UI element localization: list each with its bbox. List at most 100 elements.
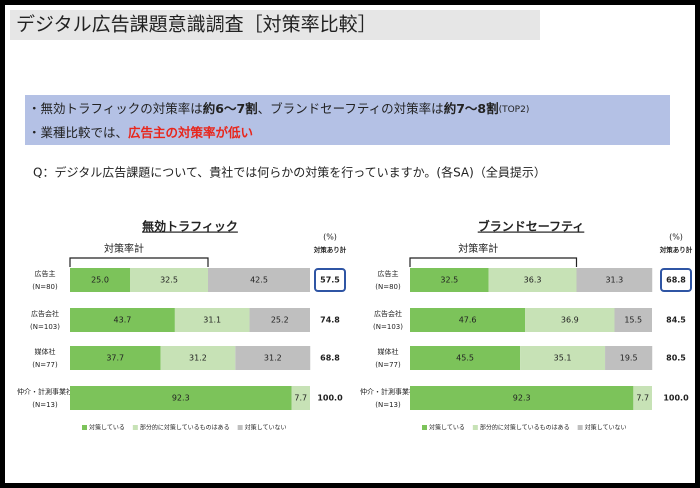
- bar-segment: [291, 386, 310, 410]
- bar-label: 31.2: [189, 354, 207, 363]
- bar-segment: [410, 308, 526, 332]
- bar-label: 15.5: [624, 316, 642, 325]
- category-label: 広告会社: [374, 309, 402, 318]
- legend-swatch: [577, 425, 583, 430]
- bar-segment: [249, 308, 310, 332]
- legend-swatch: [237, 425, 243, 430]
- bar-label: 42.5: [250, 276, 268, 285]
- unit-label: (%): [669, 233, 683, 242]
- bar-segment: [70, 308, 175, 332]
- n-label: (N=103): [373, 323, 403, 331]
- bar-segment: [633, 386, 652, 410]
- bar-segment: [410, 346, 521, 370]
- chart-title: ブランドセーフティ: [478, 219, 585, 234]
- bar-segment: [235, 346, 311, 370]
- total-highlight: [660, 268, 692, 292]
- bar-label: 7.7: [636, 394, 649, 403]
- bar-segment: [70, 346, 161, 370]
- bracket: [69, 257, 209, 267]
- title: デジタル広告課題意識調査［対策率比較］: [16, 14, 377, 36]
- category-label: 仲介・計測事業社: [360, 387, 416, 396]
- n-label: (N=103): [30, 323, 60, 331]
- bar-label: 47.6: [459, 316, 477, 325]
- bar-label: 45.5: [456, 354, 474, 363]
- total-label: 80.5: [666, 354, 686, 363]
- total-highlight: [314, 268, 346, 292]
- unit-label: (%): [323, 233, 337, 242]
- legend-swatch: [82, 425, 87, 430]
- legend-swatch: [132, 425, 138, 430]
- legend-label: 部分的に対策しているものはある: [480, 424, 570, 432]
- category-label: 媒体社: [35, 347, 56, 356]
- summary-box: [25, 95, 670, 145]
- category-label: 広告主: [378, 269, 399, 278]
- bar-segment: [525, 308, 615, 332]
- n-label: (N=13): [32, 401, 58, 409]
- n-label: (N=80): [32, 283, 58, 291]
- n-label: (N=13): [375, 401, 401, 409]
- total-header: 対策あり計: [659, 245, 693, 254]
- category-label: 広告主: [35, 269, 56, 278]
- bar-segment: [520, 346, 606, 370]
- category-label: 仲介・計測事業社: [17, 387, 73, 396]
- legend-label: 対策している: [429, 424, 465, 432]
- title-bar: [10, 10, 540, 40]
- bar-label: 43.7: [114, 316, 132, 325]
- n-label: (N=77): [32, 361, 58, 369]
- bar-label: 92.3: [172, 394, 190, 403]
- bar-segment: [614, 308, 652, 332]
- bar-segment: [70, 268, 130, 292]
- bar-label: 35.1: [554, 354, 572, 363]
- bar-label: 37.7: [106, 354, 124, 363]
- bar-label: 36.9: [561, 316, 579, 325]
- chart-title: 無効トラフィック: [142, 219, 238, 234]
- legend-swatch: [472, 425, 478, 430]
- total-header: 対策あり計: [313, 245, 347, 254]
- total-label: 57.5: [320, 276, 340, 285]
- bracket-label: 対策率計: [104, 242, 144, 255]
- bracket-label: 対策率計: [458, 242, 498, 255]
- total-label: 100.0: [663, 394, 689, 403]
- bar-label: 31.2: [264, 354, 282, 363]
- total-label: 74.8: [320, 316, 340, 325]
- bar-segment: [208, 268, 310, 292]
- bar-label: 25.2: [271, 316, 289, 325]
- category-label: 広告会社: [31, 309, 59, 318]
- bar-label: 32.5: [440, 276, 458, 285]
- bar-label: 31.3: [605, 276, 623, 285]
- bar-segment: [410, 268, 489, 292]
- bar-segment: [576, 268, 653, 292]
- legend-label: 部分的に対策しているものはある: [140, 424, 230, 432]
- legend-label: 対策していない: [585, 424, 627, 432]
- bullet: ・業種比較では、広告主の対策率が低い: [28, 125, 253, 140]
- total-label: 68.8: [666, 276, 686, 285]
- legend-label: 対策している: [89, 424, 125, 432]
- bar-label: 36.3: [524, 276, 542, 285]
- bar-label: 31.1: [203, 316, 221, 325]
- total-label: 100.0: [317, 394, 343, 403]
- bar-label: 92.3: [513, 394, 531, 403]
- bar-segment: [130, 268, 208, 292]
- n-label: (N=80): [375, 283, 401, 291]
- n-label: (N=77): [375, 361, 401, 369]
- bar-label: 25.0: [91, 276, 109, 285]
- bar-label: 7.7: [294, 394, 307, 403]
- bullet: ・無効トラフィックの対策率は約6～7割、ブランドセーフティの対策率は約7～8割(…: [28, 101, 529, 116]
- bracket: [409, 257, 578, 267]
- bar-segment: [410, 386, 634, 410]
- bar-segment: [174, 308, 250, 332]
- bar-label: 19.5: [620, 354, 638, 363]
- question: Q：デジタル広告課題について、貴社では何らかの対策を行っていますか。(各SA)（…: [33, 165, 546, 180]
- total-label: 84.5: [666, 316, 686, 325]
- bar-segment: [605, 346, 653, 370]
- bar-segment: [488, 268, 577, 292]
- bar-segment: [70, 386, 292, 410]
- legend-swatch: [422, 425, 427, 430]
- category-label: 媒体社: [378, 347, 399, 356]
- bar-label: 32.5: [160, 276, 178, 285]
- bar-segment: [160, 346, 236, 370]
- total-label: 68.8: [320, 354, 340, 363]
- legend-label: 対策していない: [245, 424, 287, 432]
